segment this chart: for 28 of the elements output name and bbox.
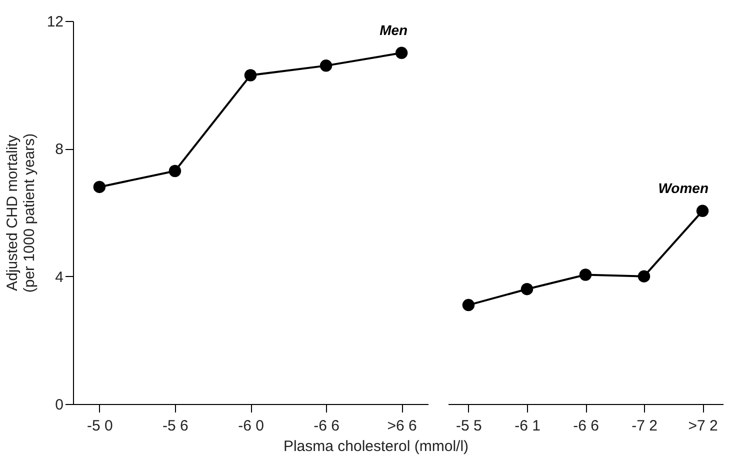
point <box>696 204 709 218</box>
point <box>320 60 332 72</box>
y-tick-label: 4 <box>55 268 64 286</box>
x-tick-label: -5 6 <box>162 418 188 434</box>
x-tick-label: >7 2 <box>688 418 718 434</box>
x-tick-label: -5 5 <box>456 418 482 434</box>
point <box>638 270 650 282</box>
point <box>93 180 106 194</box>
x-tick-label: >6 6 <box>387 418 417 434</box>
point <box>462 298 475 312</box>
x-tick-label: -6 6 <box>314 418 340 434</box>
y-tick-label: 0 <box>55 396 64 414</box>
x-tick-label: -6 0 <box>238 418 264 434</box>
point <box>520 282 534 296</box>
x-tick-label: -6 6 <box>573 418 599 434</box>
point <box>244 69 257 82</box>
series-label: Women <box>658 180 709 196</box>
point <box>168 164 182 178</box>
y-axis-title: Adjusted CHD mortality (per 1000 patient years) <box>4 133 38 293</box>
x-tick-label: -7 2 <box>632 418 658 434</box>
series-label: Men <box>380 22 408 38</box>
x-tick-label: -5 0 <box>87 418 113 434</box>
y-tick-label: 8 <box>55 141 64 158</box>
point <box>395 46 408 60</box>
x-axis-title: Plasma cholesterol (mmol/l) <box>282 438 470 455</box>
point <box>579 268 592 281</box>
y-tick-label: 12 <box>46 14 64 30</box>
x-tick-label: -6 1 <box>514 418 540 434</box>
